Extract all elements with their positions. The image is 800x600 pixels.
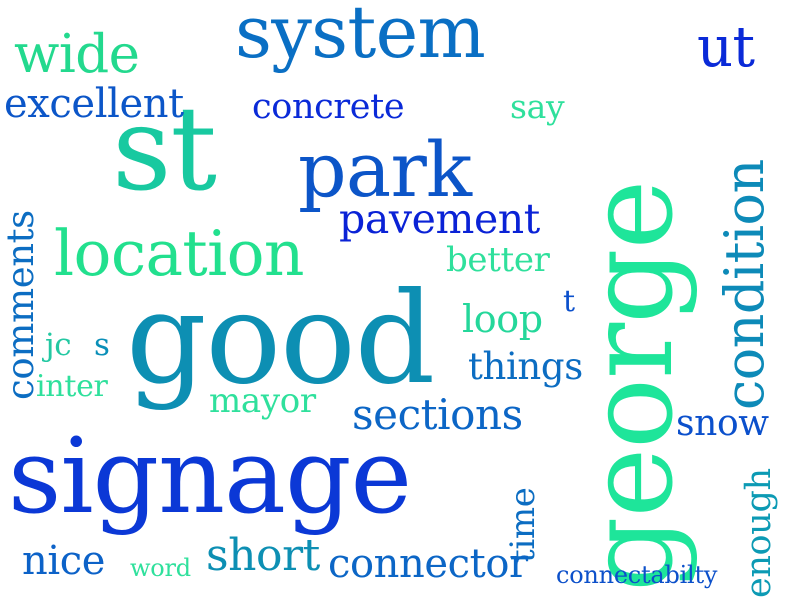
- word-ut: ut: [697, 15, 755, 80]
- word-sections: sections: [352, 390, 523, 439]
- word-mayor: mayor: [209, 381, 316, 421]
- word-snow: snow: [676, 403, 769, 444]
- word-george: george: [561, 180, 699, 592]
- word-system: system: [235, 0, 486, 74]
- word-t: t: [563, 284, 575, 319]
- word-jc: jc: [45, 327, 72, 363]
- word-nice: nice: [22, 538, 106, 584]
- word-s: s: [94, 327, 110, 363]
- word-connector: connector: [328, 541, 528, 587]
- word-concrete: concrete: [252, 87, 405, 127]
- word-excellent: excellent: [4, 81, 184, 127]
- word-wide: wide: [14, 24, 140, 85]
- word-better: better: [446, 240, 550, 280]
- word-condition: condition: [713, 159, 776, 410]
- word-signage: signage: [8, 415, 412, 537]
- word-connectabilty: connectabilty: [556, 561, 718, 589]
- word-pavement: pavement: [339, 195, 540, 243]
- word-park: park: [298, 125, 472, 214]
- word-things: things: [468, 345, 583, 388]
- word-comments: comments: [0, 210, 42, 400]
- word-location: location: [54, 217, 304, 290]
- word-inter: inter: [36, 369, 108, 404]
- word-enough: enough: [739, 468, 779, 598]
- word-short: short: [206, 530, 320, 581]
- word-good: good: [126, 265, 435, 412]
- word-st: st: [112, 82, 217, 217]
- word-word: word: [130, 554, 191, 582]
- word-say: say: [510, 87, 565, 126]
- word-loop: loop: [462, 297, 543, 341]
